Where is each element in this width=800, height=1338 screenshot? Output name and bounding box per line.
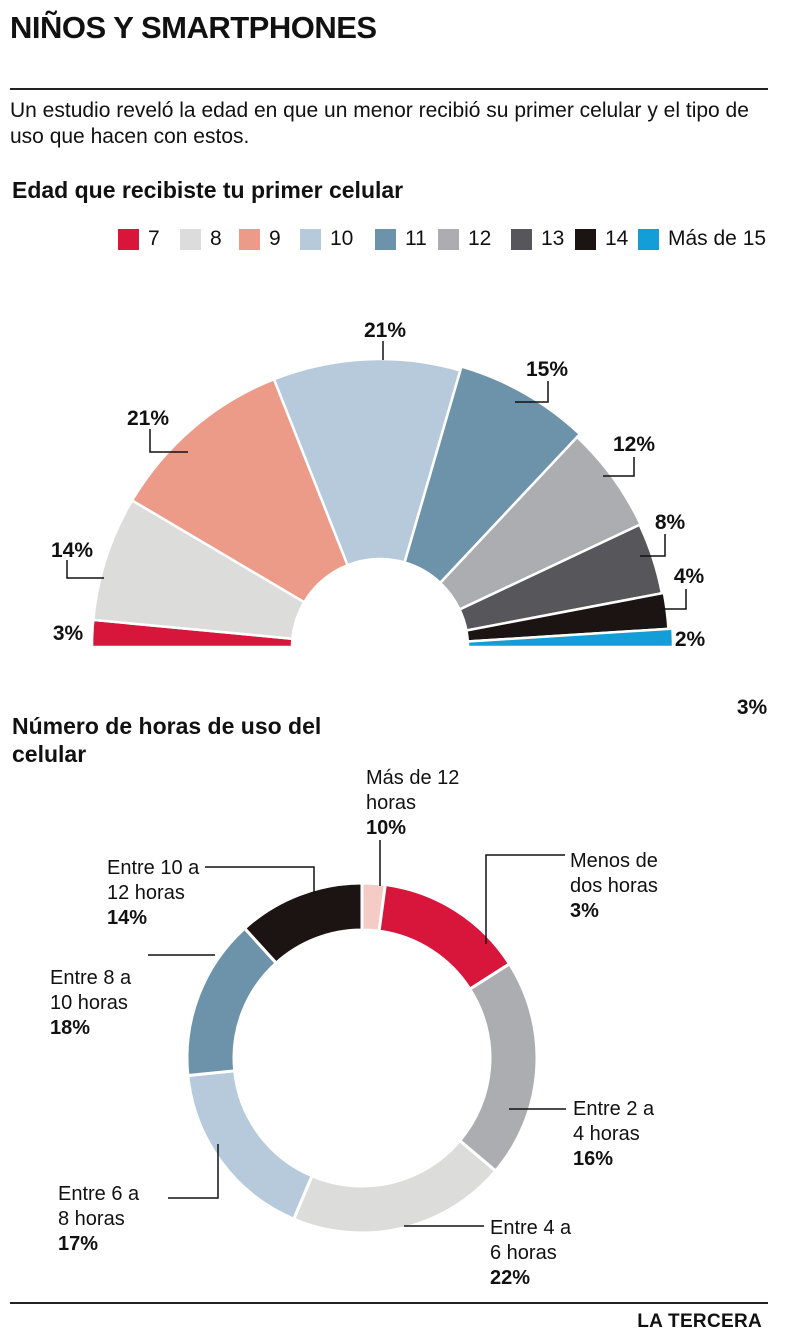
hours-slice-entre-6-a-8-horas (186, 1069, 314, 1222)
hours-category-label: 4 horas (573, 1123, 640, 1145)
hours-value-label-entre-4-a-6-horas: 22% (490, 1267, 530, 1289)
hours-category-label: Entre 4 a (490, 1217, 572, 1239)
hours-leader-line (485, 854, 565, 944)
hours-value-label-mas-de-12-horas: 10% (366, 817, 406, 839)
legend-swatch (375, 228, 396, 250)
age-value-label-9: 21% (127, 407, 169, 430)
legend-item-14: 14 (575, 226, 628, 252)
age-legend: 7 8 9 10 11 12 13 14 Más de 15 (118, 226, 788, 252)
legend-item-12: 12 (438, 226, 491, 252)
age-value-label-12: 12% (613, 433, 655, 456)
legend-item-7: 7 (118, 226, 160, 252)
age-semicircle-chart: 3% 14% 21% 21% 15% 12% 8% 4% 2% 3% (51, 319, 768, 719)
hours-category-label: horas (366, 792, 416, 814)
legend-item-mas-de-15: Más de 15 (638, 226, 766, 252)
intro-text: Un estudio reveló la edad en que un meno… (10, 99, 749, 148)
hours-category-label: 8 horas (58, 1208, 125, 1230)
legend-swatch (638, 228, 659, 250)
age-value-label-10: 21% (364, 319, 406, 342)
hours-chart-title: Número de horas de uso del celular (12, 713, 322, 767)
legend-label: 13 (541, 227, 565, 250)
legend-label: 11 (405, 227, 427, 250)
hours-value-label-entre-10-a-12-horas: 14% (107, 907, 147, 929)
top-divider (10, 88, 768, 90)
age-slice-mas-de-15 (466, 627, 675, 649)
age-leader-line (149, 429, 188, 453)
age-value-label-11: 15% (526, 358, 568, 381)
legend-label: 8 (210, 227, 222, 250)
legend-swatch (118, 228, 139, 250)
age-slice-10 (272, 357, 462, 567)
hours-category-label: dos horas (570, 875, 658, 897)
brand-footer: LA TERCERA (637, 1311, 762, 1332)
age-leader-line (603, 457, 635, 477)
legend-swatch (180, 228, 201, 250)
hours-leader-line (168, 1144, 219, 1199)
age-leader-line (66, 560, 104, 579)
age-value-label-7: 3% (53, 622, 84, 645)
age-value-label-8: 14% (51, 539, 93, 562)
legend-label: 12 (468, 227, 492, 250)
hours-category-label: Menos de (570, 850, 658, 872)
legend-item-10: 10 (300, 226, 353, 252)
hours-category-label: 10 horas (50, 992, 128, 1014)
age-value-label-mas-de-15: 2% (675, 628, 706, 651)
legend-swatch (511, 228, 532, 250)
legend-item-8: 8 (180, 226, 222, 252)
hours-category-label: Entre 10 a (107, 857, 200, 879)
hours-category-label: Entre 2 a (573, 1098, 655, 1120)
age-slice-9 (130, 377, 350, 604)
legend-label: 10 (330, 227, 354, 250)
hours-slice-entre-4-a-6-horas (291, 1138, 498, 1235)
hours-slice-entre-2-a-4-horas (457, 961, 539, 1174)
hours-value-label-entre-8-a-10-horas: 18% (50, 1017, 90, 1039)
legend-swatch (438, 228, 459, 250)
hours-slice-menos-de-dos-horas (377, 882, 512, 992)
stray-annotation: 3% (737, 696, 768, 719)
hours-category-label: Entre 8 a (50, 967, 132, 989)
legend-item-13: 13 (511, 226, 564, 252)
legend-label: 14 (605, 227, 629, 250)
age-leader-line (660, 589, 687, 610)
hours-category-label: Más de 12 (366, 767, 459, 789)
legend-label: 9 (269, 227, 281, 250)
age-value-label-13: 8% (655, 511, 686, 534)
page-title: NIÑOS Y SMARTPHONES (10, 10, 377, 45)
age-slice-11 (403, 365, 582, 585)
hours-value-label-entre-6-a-8-horas: 17% (58, 1233, 98, 1255)
legend-item-9: 9 (239, 226, 281, 252)
hours-value-label-entre-2-a-4-horas: 16% (573, 1148, 613, 1170)
legend-item-11: 11 (375, 226, 427, 252)
hours-leader-line (205, 866, 315, 893)
legend-label: Más de 15 (668, 227, 767, 250)
legend-swatch (300, 228, 321, 250)
hours-value-label-menos-de-dos-horas: 3% (570, 900, 599, 922)
hours-slice-entre-10-a-12-horas (242, 881, 364, 966)
age-value-label-14: 4% (674, 565, 705, 588)
hours-category-label: 6 horas (490, 1242, 557, 1264)
legend-swatch (575, 228, 596, 250)
age-chart-title: Edad que recibiste tu primer celular (12, 177, 404, 203)
hours-category-label: Entre 6 a (58, 1183, 140, 1205)
bottom-divider (10, 1302, 768, 1304)
legend-swatch (239, 228, 260, 250)
age-leader-line (640, 534, 666, 557)
hours-category-label: 12 horas (107, 882, 185, 904)
legend-label: 7 (148, 227, 160, 250)
age-leader-line (515, 381, 549, 403)
